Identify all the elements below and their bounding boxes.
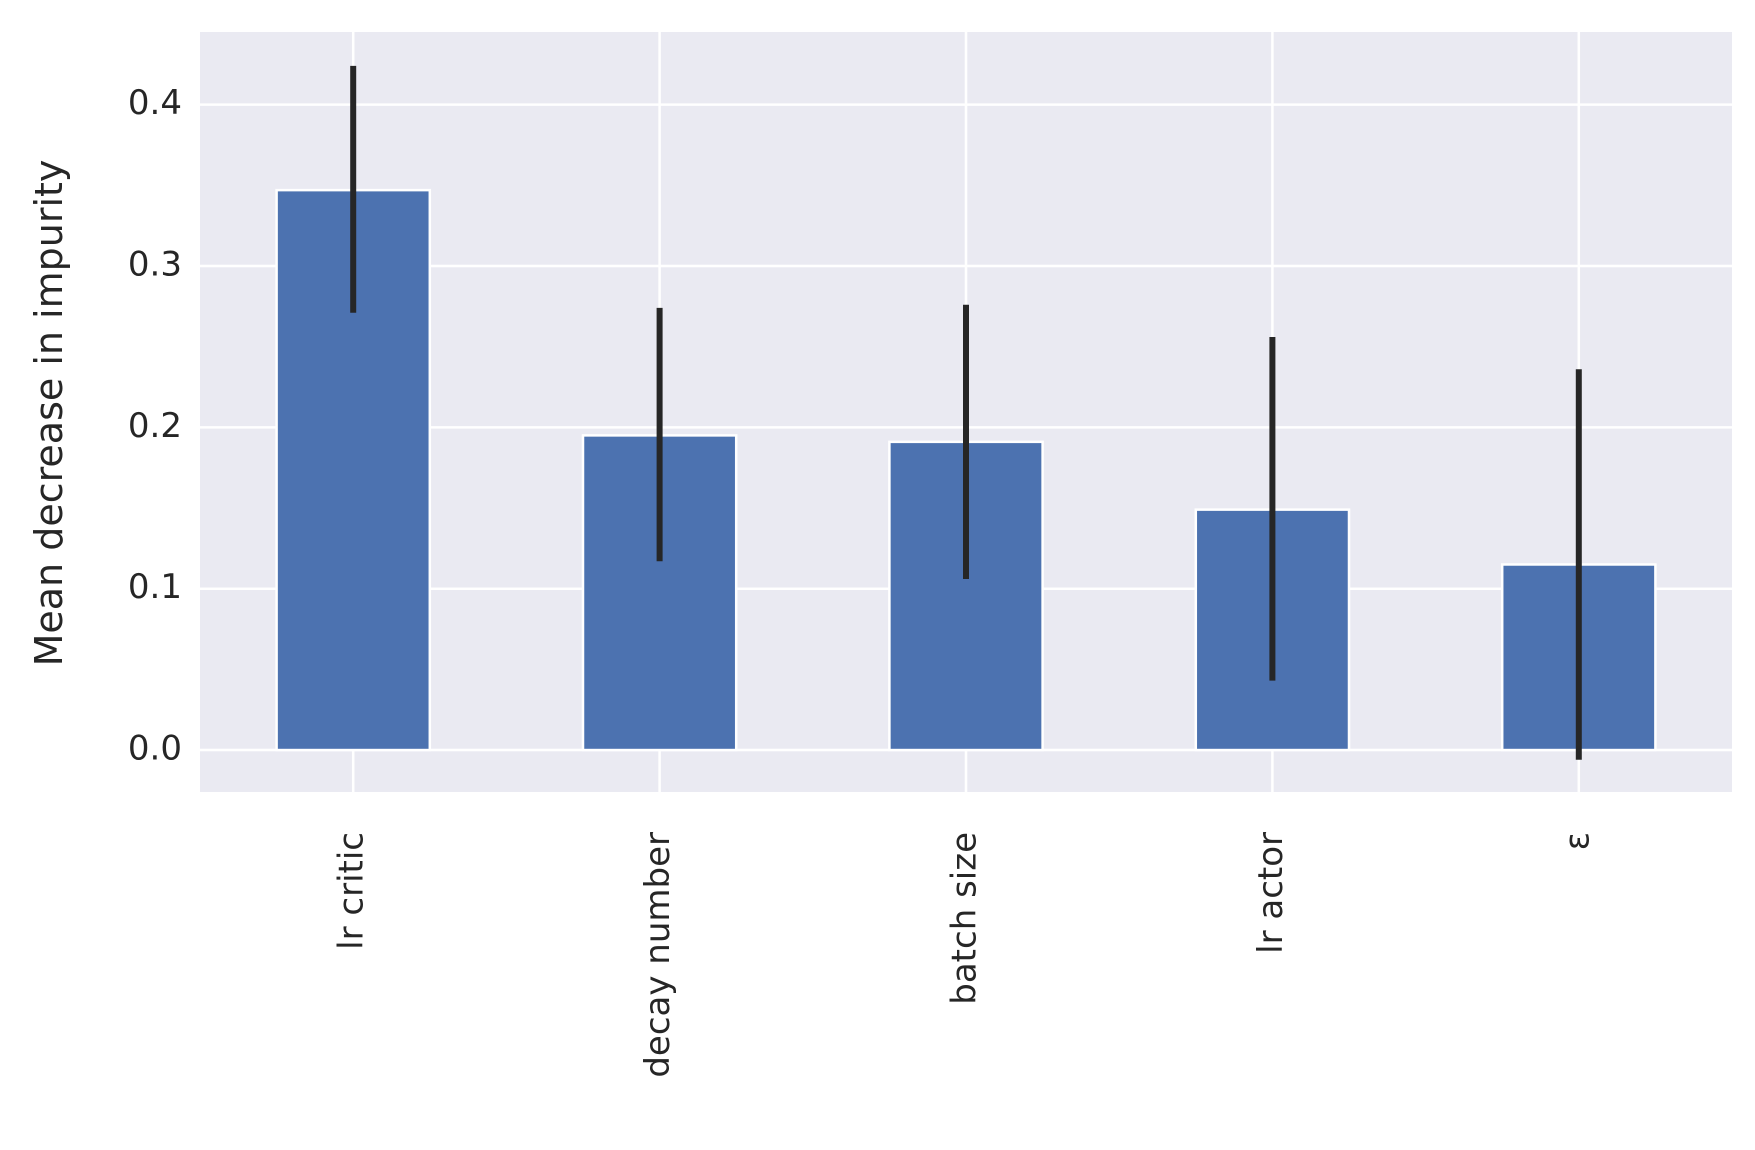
x-tick-label: lr critic — [332, 832, 372, 950]
y-tick-label: 0.4 — [128, 83, 182, 123]
x-tick-label: lr actor — [1251, 832, 1291, 954]
y-tick-label: 0.3 — [128, 244, 182, 284]
x-tick-label: batch size — [945, 832, 985, 1005]
x-tick-label: ε — [1557, 832, 1597, 850]
y-tick-label: 0.2 — [128, 406, 182, 446]
y-tick-label: 0.0 — [128, 729, 182, 769]
x-tick-labels: lr critic decay number batch size lr actor ε — [332, 832, 1598, 1078]
y-tick-labels: 0.0 0.1 0.2 0.3 0.4 — [128, 83, 182, 768]
x-tick-label: decay number — [638, 832, 678, 1078]
y-tick-label: 0.1 — [128, 567, 182, 607]
y-axis-label: Mean decrease in impurity — [27, 160, 71, 667]
error-bars — [350, 65, 1582, 760]
